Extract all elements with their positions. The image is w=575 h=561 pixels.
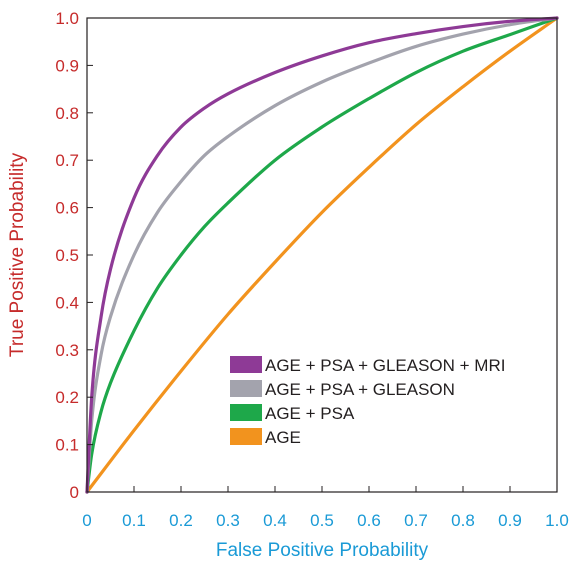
series-line-3 — [85, 16, 559, 494]
roc-curves — [85, 16, 559, 494]
x-tick-label: 0.6 — [357, 511, 381, 530]
x-tick-label: 1.0 — [545, 511, 569, 530]
y-tick-label: 0.3 — [55, 341, 79, 360]
y-tick-label: 0.4 — [55, 293, 79, 312]
x-tick-label: 0.8 — [451, 511, 475, 530]
x-axis-ticks: 0 0.1 0.2 0.3 0.4 0.5 0.6 0.7 0.8 0.9 1.0 — [82, 486, 569, 530]
legend-label: AGE — [265, 428, 301, 447]
y-tick-label: 1.0 — [55, 9, 79, 28]
x-tick-label: 0.5 — [310, 511, 334, 530]
y-tick-label: 0.9 — [55, 56, 79, 75]
legend-swatch — [230, 380, 262, 397]
x-tick-label: 0.2 — [169, 511, 193, 530]
x-tick-label: 0.1 — [122, 511, 146, 530]
y-tick-label: 0.8 — [55, 104, 79, 123]
x-axis-label: False Positive Probability — [216, 540, 429, 561]
legend-label: AGE + PSA + GLEASON — [265, 380, 455, 399]
legend-swatch — [230, 404, 262, 421]
x-tick-label: 0.3 — [216, 511, 240, 530]
y-tick-label: 0.1 — [55, 436, 79, 455]
legend: AGE + PSA + GLEASON + MRI AGE + PSA + GLE… — [230, 356, 505, 447]
y-axis-label: True Positive Probability — [7, 152, 28, 357]
y-tick-label: 0.6 — [55, 199, 79, 218]
y-tick-label: 0.5 — [55, 246, 79, 265]
x-tick-label: 0.7 — [404, 511, 428, 530]
legend-swatch — [230, 356, 262, 373]
legend-swatch — [230, 428, 262, 445]
series-line-2 — [85, 16, 559, 494]
y-tick-label: 0.2 — [55, 388, 79, 407]
y-tick-label: 0 — [70, 483, 79, 502]
y-tick-label: 0.7 — [55, 151, 79, 170]
legend-label: AGE + PSA + GLEASON + MRI — [265, 356, 505, 375]
x-tick-label: 0.4 — [263, 511, 287, 530]
series-line-0 — [85, 16, 559, 494]
x-tick-label: 0 — [82, 511, 91, 530]
series-line-1 — [85, 16, 559, 494]
legend-label: AGE + PSA — [265, 404, 355, 423]
x-tick-label: 0.9 — [498, 511, 522, 530]
y-axis-ticks: 0 0.1 0.2 0.3 0.4 0.5 0.6 0.7 0.8 0.9 1.0 — [55, 9, 93, 502]
